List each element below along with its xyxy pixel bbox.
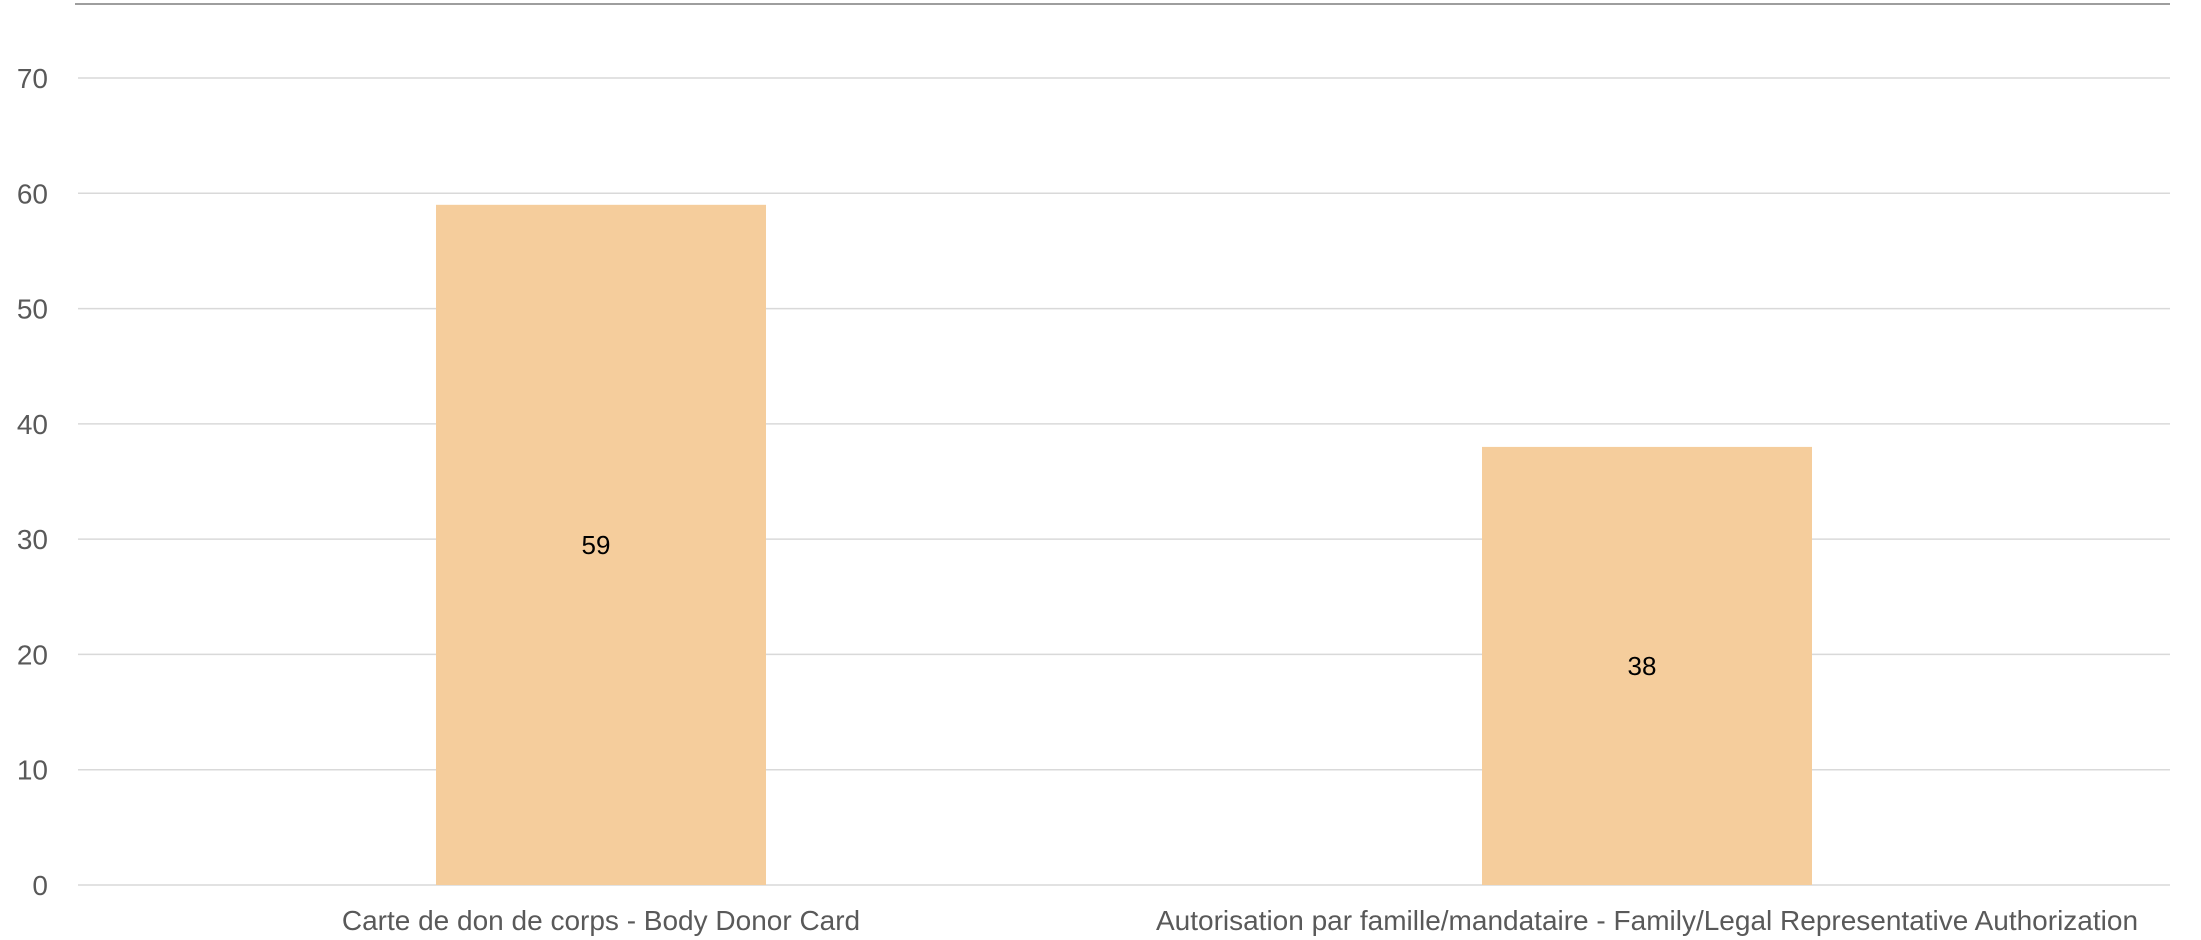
y-tick-label: 40	[17, 409, 48, 440]
x-axis-category-labels: Carte de don de corps - Body Donor Card A…	[342, 905, 2138, 936]
y-tick-label: 10	[17, 755, 48, 786]
y-tick-label: 30	[17, 524, 48, 555]
bars	[436, 204, 1812, 886]
x-category-label: Carte de don de corps - Body Donor Card	[342, 905, 860, 936]
y-tick-label: 50	[17, 294, 48, 325]
y-axis-tick-labels: 0 10 20 30 40 50 60 70	[17, 63, 48, 901]
data-labels: 59 38	[582, 530, 1657, 681]
bar	[1482, 446, 1812, 885]
bar	[436, 204, 766, 886]
x-category-label: Autorisation par famille/mandataire - Fa…	[1156, 905, 2138, 936]
gridlines	[78, 77, 2170, 886]
y-tick-label: 20	[17, 639, 48, 670]
data-label: 59	[582, 530, 611, 560]
y-tick-label: 70	[17, 63, 48, 94]
y-tick-label: 60	[17, 178, 48, 209]
y-tick-label: 0	[32, 870, 48, 901]
data-label: 38	[1628, 651, 1657, 681]
